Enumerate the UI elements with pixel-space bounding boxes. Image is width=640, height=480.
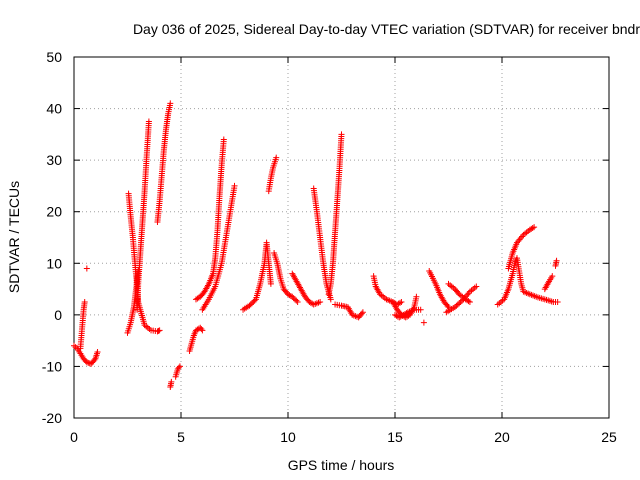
- data-point: [451, 304, 458, 311]
- data-point: [396, 299, 403, 306]
- data-point: [444, 302, 451, 309]
- x-tick-label: 0: [70, 429, 78, 445]
- data-point: [398, 298, 405, 305]
- x-tick-label: 15: [387, 429, 403, 445]
- data-point: [403, 310, 410, 317]
- plot-frame: [73, 56, 610, 419]
- data-point: [175, 364, 182, 371]
- data-point: [176, 363, 183, 370]
- data-point: [338, 131, 345, 138]
- data-point: [454, 301, 461, 308]
- data-point: [198, 326, 205, 333]
- y-tick-label: 20: [46, 204, 62, 220]
- data-point: [156, 327, 163, 334]
- x-tick-label: 20: [494, 429, 510, 445]
- axis-ticks: 0 5 10 15 20 25 -20 -10 0 10 20 30 40 50: [42, 49, 617, 445]
- data-points: [71, 100, 561, 391]
- y-tick-label: -10: [42, 358, 62, 374]
- data-point: [267, 280, 274, 287]
- y-tick-label: 10: [46, 255, 62, 271]
- data-point: [317, 298, 324, 305]
- data-point: [199, 327, 206, 334]
- data-point: [273, 154, 280, 161]
- data-point: [220, 136, 227, 143]
- data-point: [455, 289, 462, 296]
- data-point: [231, 182, 238, 189]
- data-point: [473, 283, 480, 290]
- data-point: [289, 293, 296, 300]
- data-point: [290, 295, 297, 302]
- y-tick-label: 40: [46, 101, 62, 117]
- y-tick-label: -20: [42, 410, 62, 426]
- data-point: [251, 297, 258, 304]
- chart-title: Day 036 of 2025, Sidereal Day-to-day VTE…: [133, 21, 640, 37]
- y-tick-label: 30: [46, 152, 62, 168]
- data-point: [531, 224, 538, 231]
- data-point: [549, 273, 556, 280]
- data-point: [83, 265, 90, 272]
- x-tick-label: 10: [280, 429, 296, 445]
- y-tick-label: 50: [46, 49, 62, 65]
- data-point: [359, 309, 366, 316]
- data-point: [291, 296, 298, 303]
- x-tick-label: 5: [177, 429, 185, 445]
- data-point: [466, 298, 473, 305]
- data-point: [413, 293, 420, 300]
- grid: [74, 57, 609, 418]
- data-point: [83, 359, 90, 366]
- data-point: [293, 297, 300, 304]
- data-point: [529, 225, 536, 232]
- data-point: [168, 378, 175, 385]
- data-point: [294, 298, 301, 305]
- data-point: [453, 302, 460, 309]
- data-point: [465, 298, 472, 305]
- data-point: [94, 348, 101, 355]
- data-point: [553, 257, 560, 264]
- data-point: [456, 300, 463, 307]
- data-point: [155, 327, 162, 334]
- data-point: [167, 100, 174, 107]
- data-point: [81, 298, 88, 305]
- y-tick-label: 0: [54, 307, 62, 323]
- y-axis-label: SDTVAR / TECUs: [6, 181, 22, 293]
- x-tick-label: 25: [601, 429, 617, 445]
- data-point: [420, 319, 427, 326]
- x-axis-label: GPS time / hours: [288, 457, 395, 473]
- data-point: [358, 310, 365, 317]
- data-point: [145, 118, 152, 125]
- data-point: [327, 296, 334, 303]
- data-point: [457, 298, 464, 305]
- data-point: [554, 298, 561, 305]
- data-point: [417, 306, 424, 313]
